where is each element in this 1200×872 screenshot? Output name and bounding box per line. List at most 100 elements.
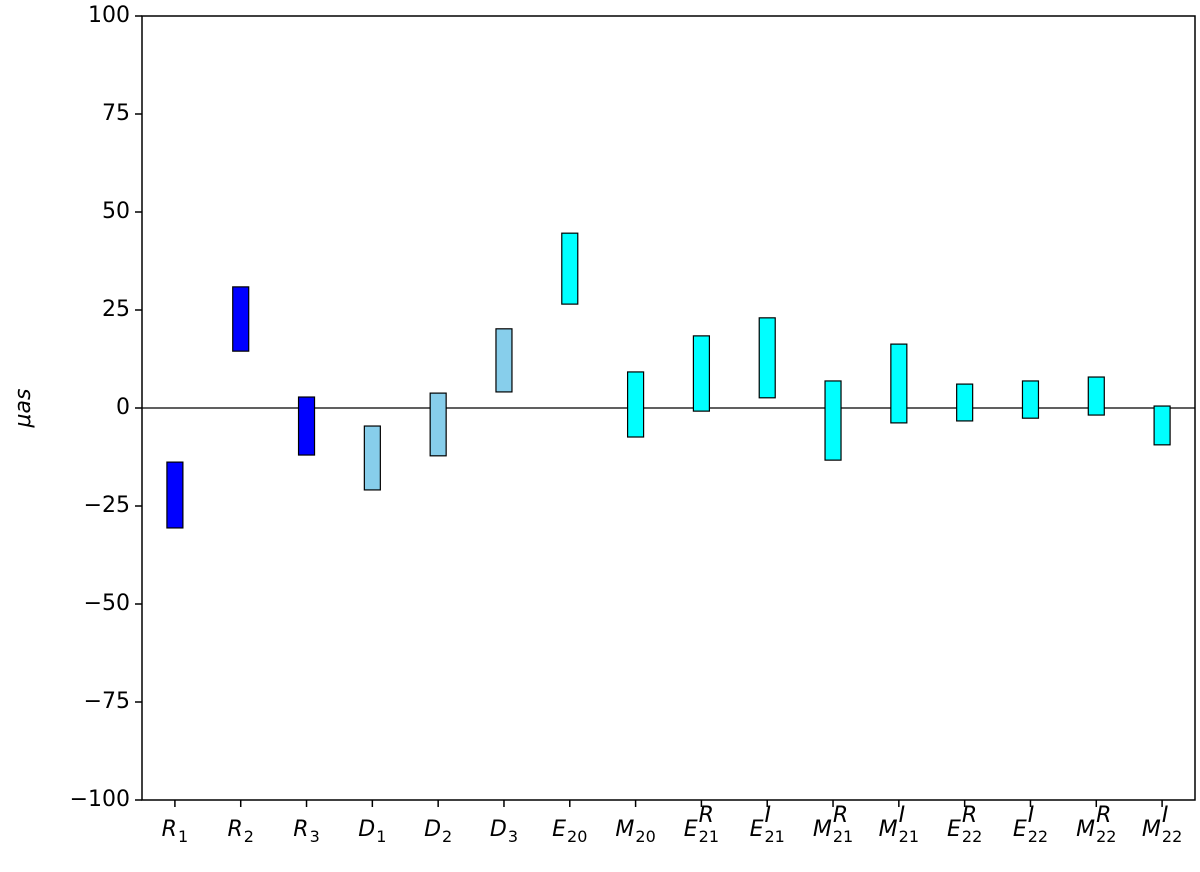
subscript: 20 <box>635 827 655 846</box>
y-tick-label: 25 <box>102 297 130 322</box>
x-tick-text: D1 <box>358 817 386 846</box>
bar <box>495 328 513 393</box>
x-tick-label: R3 <box>293 817 319 846</box>
superscript: R <box>699 803 714 828</box>
x-tick-text: M22 <box>1076 817 1116 846</box>
symbol: R <box>227 817 242 842</box>
superscript: R <box>833 803 848 828</box>
subscript: 3 <box>508 827 518 846</box>
subscript: 2 <box>244 827 254 846</box>
x-tick-text: E21 <box>684 817 719 846</box>
superscript: I <box>1162 803 1169 828</box>
y-tick-label: −100 <box>70 787 130 812</box>
y-tick-label: −50 <box>84 591 130 616</box>
y-tick-label: 100 <box>88 3 130 28</box>
bar <box>1153 405 1171 446</box>
x-tick-text: E22 <box>947 817 982 846</box>
x-tick-text: R1 <box>162 817 188 846</box>
superscript: R <box>1096 803 1111 828</box>
bar <box>166 461 184 529</box>
bar <box>1021 380 1040 419</box>
y-tick-label: 50 <box>102 199 130 224</box>
x-tick-text: D3 <box>490 817 518 846</box>
bar <box>561 232 579 305</box>
subscript: 21 <box>699 827 719 846</box>
x-tick-text: E22 <box>1013 817 1048 846</box>
bar <box>824 380 842 461</box>
x-tick-text: E20 <box>552 817 587 846</box>
x-tick-text: R2 <box>227 817 253 846</box>
symbol: E <box>750 817 764 842</box>
subscript: 3 <box>310 827 320 846</box>
superscript: I <box>899 803 906 828</box>
subscript: 1 <box>376 827 386 846</box>
x-tick-label: D3 <box>490 817 518 846</box>
plot-frame <box>141 15 1196 801</box>
x-tick-label: R2 <box>227 817 253 846</box>
subscript: 22 <box>1096 827 1116 846</box>
x-tick-text: M21 <box>813 817 853 846</box>
symbol: E <box>684 817 698 842</box>
symbol: M <box>879 817 898 842</box>
x-tick-label: E20 <box>552 817 587 846</box>
x-tick-text: R3 <box>293 817 319 846</box>
superscript: I <box>1028 803 1035 828</box>
subscript: 21 <box>899 827 919 846</box>
bar <box>758 317 776 399</box>
symbol: R <box>162 817 177 842</box>
subscript: 1 <box>178 827 188 846</box>
symbol: M <box>615 817 634 842</box>
x-tick-label: D2 <box>424 817 452 846</box>
bar <box>692 335 711 412</box>
y-tick-label: −75 <box>84 689 130 714</box>
bar <box>232 286 250 352</box>
superscript: I <box>764 803 771 828</box>
bar <box>626 371 645 438</box>
superscript: R <box>962 803 977 828</box>
y-tick-label: 75 <box>102 101 130 126</box>
x-tick-label: M20 <box>615 817 655 846</box>
symbol: D <box>490 817 507 842</box>
bar <box>429 392 447 457</box>
x-tick-text: D2 <box>424 817 452 846</box>
bar <box>363 425 381 491</box>
y-tick-label: 0 <box>116 395 130 420</box>
symbol: M <box>1076 817 1095 842</box>
subscript: 22 <box>1028 827 1048 846</box>
symbol: E <box>947 817 961 842</box>
symbol: M <box>813 817 832 842</box>
symbol: M <box>1142 817 1161 842</box>
subscript: 22 <box>962 827 982 846</box>
subscript: 22 <box>1162 827 1182 846</box>
symbol: D <box>424 817 441 842</box>
bar <box>956 383 974 422</box>
bar <box>297 396 316 456</box>
y-tick-label: −25 <box>84 493 130 518</box>
x-tick-text: M21 <box>879 817 919 846</box>
x-tick-label: D1 <box>358 817 386 846</box>
symbol: R <box>293 817 308 842</box>
subscript: 2 <box>442 827 452 846</box>
x-tick-text: M20 <box>615 817 655 846</box>
subscript: 21 <box>764 827 784 846</box>
symbol: E <box>552 817 566 842</box>
y-axis-label: μas <box>11 389 36 429</box>
subscript: 21 <box>833 827 853 846</box>
symbol: D <box>358 817 375 842</box>
x-tick-text: M22 <box>1142 817 1182 846</box>
x-tick-text: E21 <box>750 817 785 846</box>
symbol: E <box>1013 817 1027 842</box>
x-tick-label: R1 <box>162 817 188 846</box>
bar <box>890 343 908 424</box>
bar <box>1087 376 1105 416</box>
subscript: 20 <box>567 827 587 846</box>
